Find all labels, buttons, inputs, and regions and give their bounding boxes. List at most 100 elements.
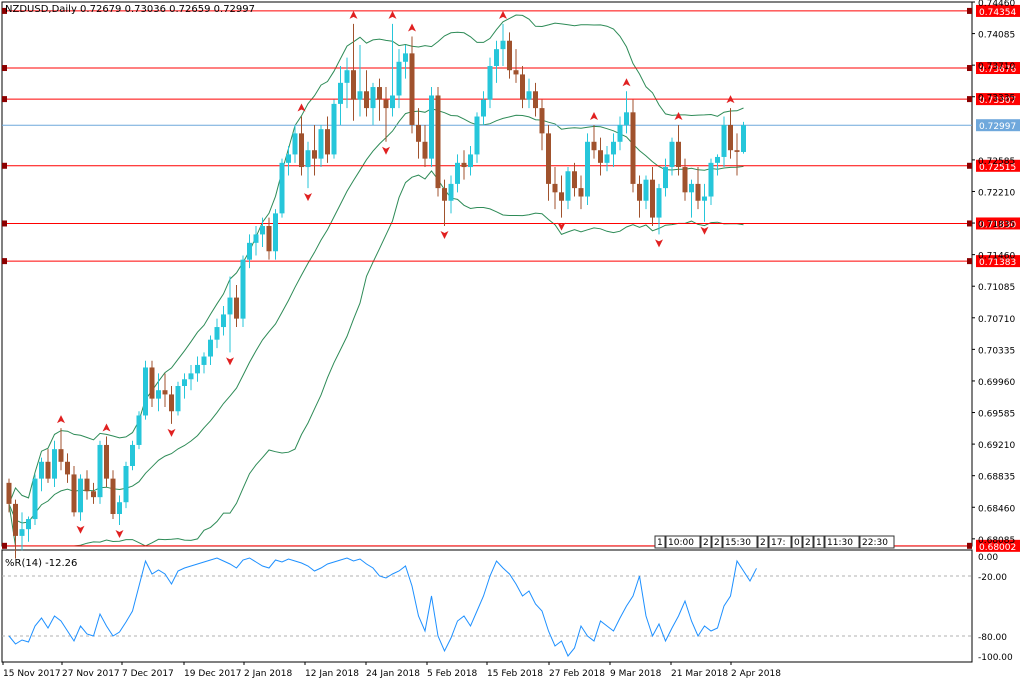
candle-body [643,179,649,201]
candle-body [422,141,428,159]
candle-body [689,183,694,193]
price-tick-label: 0.69210 [978,441,1015,451]
candle-body [481,99,486,117]
candle-body [702,196,707,201]
level-anchor-left [2,96,7,103]
time-tick-label: 27 Nov 2017 [62,669,120,679]
fractal-down-arrow [167,428,176,437]
level-anchor-left [2,220,7,227]
candle-body [188,373,194,380]
candle-body [305,150,311,168]
price-tick-label: 0.68460 [978,504,1015,514]
candle-body [169,394,174,412]
time-tick-label: 2 Apr 2018 [731,669,781,679]
session-box [768,535,792,549]
session-label: 10:00 [668,538,694,548]
price-tick-label: 0.71835 [978,220,1015,230]
candle-body [247,242,252,260]
price-tick-label: 0.68085 [978,536,1015,546]
level-price-tag [976,93,1020,106]
price-tick-label: 0.72585 [978,157,1015,167]
candle-body [682,167,688,193]
time-axis: 15 Nov 2017 27 Nov 2017 7 Dec 2017 19 Dec 2… [2,662,781,679]
price-tick-label: 0.70710 [978,315,1015,325]
candle-body [91,491,96,498]
candle-body [715,156,720,163]
band-upper [8,14,744,505]
fractal-down-arrow [440,231,449,239]
candle-body [13,503,18,536]
candle-body [78,478,83,513]
candle-body [617,124,623,142]
price-axis: 0.74460 0.74085 0.73710 0.73335 0.72585 0.722… [972,0,1015,546]
level-price-tag [976,62,1020,75]
level-price-label: 0.71830 [979,220,1016,230]
fractal-up-arrow [102,423,111,432]
fractal-arrows [57,10,735,538]
session-box [824,535,860,549]
time-tick-label: 19 Dec 2017 [184,669,242,679]
price-tick-label: 0.71085 [978,283,1015,293]
candle-body [728,124,733,151]
time-tick-label: 12 Jan 2018 [305,669,359,679]
candle-body [539,108,545,134]
time-tick-label: 2 Jan 2018 [244,669,292,679]
level-anchor-right [967,220,972,227]
candle-body [403,53,408,62]
candle-body [520,74,525,100]
candle-body [130,444,135,466]
candle-body [676,141,681,168]
candle-body [260,226,265,235]
current-price-label: 0.72997 [979,122,1016,132]
fractal-up-arrow [57,415,65,424]
candle-body [195,364,200,374]
price-tick-label: 0.72210 [978,188,1015,198]
price-tick-label: 0.69585 [978,410,1015,420]
candle-body [104,444,109,479]
candle-body [149,367,155,399]
candle-body [240,259,246,319]
time-tick-label: 15 Nov 2017 [3,669,61,679]
candle-body [513,70,519,75]
candle-body [487,66,493,100]
level-price-tag [976,217,1020,230]
wpr-tick-label: -20.00 [978,573,1007,583]
candle-body [312,150,317,159]
candle-body [695,183,701,201]
session-box [859,535,895,549]
candle-body [637,183,642,201]
level-anchor-right [967,7,972,14]
candle-body [299,133,304,168]
wpr-line [8,557,757,657]
time-tick-label: 5 Feb 2018 [427,669,478,679]
candle-body [97,444,103,498]
level-price-label: 0.71383 [979,258,1016,268]
price-tick-label: 0.71460 [978,252,1015,262]
candle-body [598,150,603,163]
candle-body [143,367,148,416]
williams-r-panel: 0.00 -20.00 -80.00 -100.00 [2,553,1013,663]
candle-body [500,40,506,50]
candle-body [741,125,746,152]
fractal-up-arrow [590,111,598,120]
candle-body [266,226,272,252]
fractal-down-arrow [115,529,124,538]
candle-body [253,234,259,243]
candle-body [494,49,499,66]
candle-body [208,339,213,357]
candle-body [351,70,356,100]
candle-body [279,162,285,214]
horizontal-levels: 0.74354 0.73676 0.73307 0.72515 0.71830 0.713… [2,4,1020,553]
level-price-label: 0.74354 [979,8,1016,18]
candlesticks [6,23,746,559]
candle-body [455,162,460,184]
fractal-up-arrow [349,10,358,19]
session-label: 2 [714,538,720,548]
candle-body [325,129,330,155]
fractal-up-arrow [622,78,631,87]
level-anchor-left [2,65,7,72]
candle-body [604,154,610,163]
candle-body [552,183,558,193]
candle-body [292,133,298,155]
